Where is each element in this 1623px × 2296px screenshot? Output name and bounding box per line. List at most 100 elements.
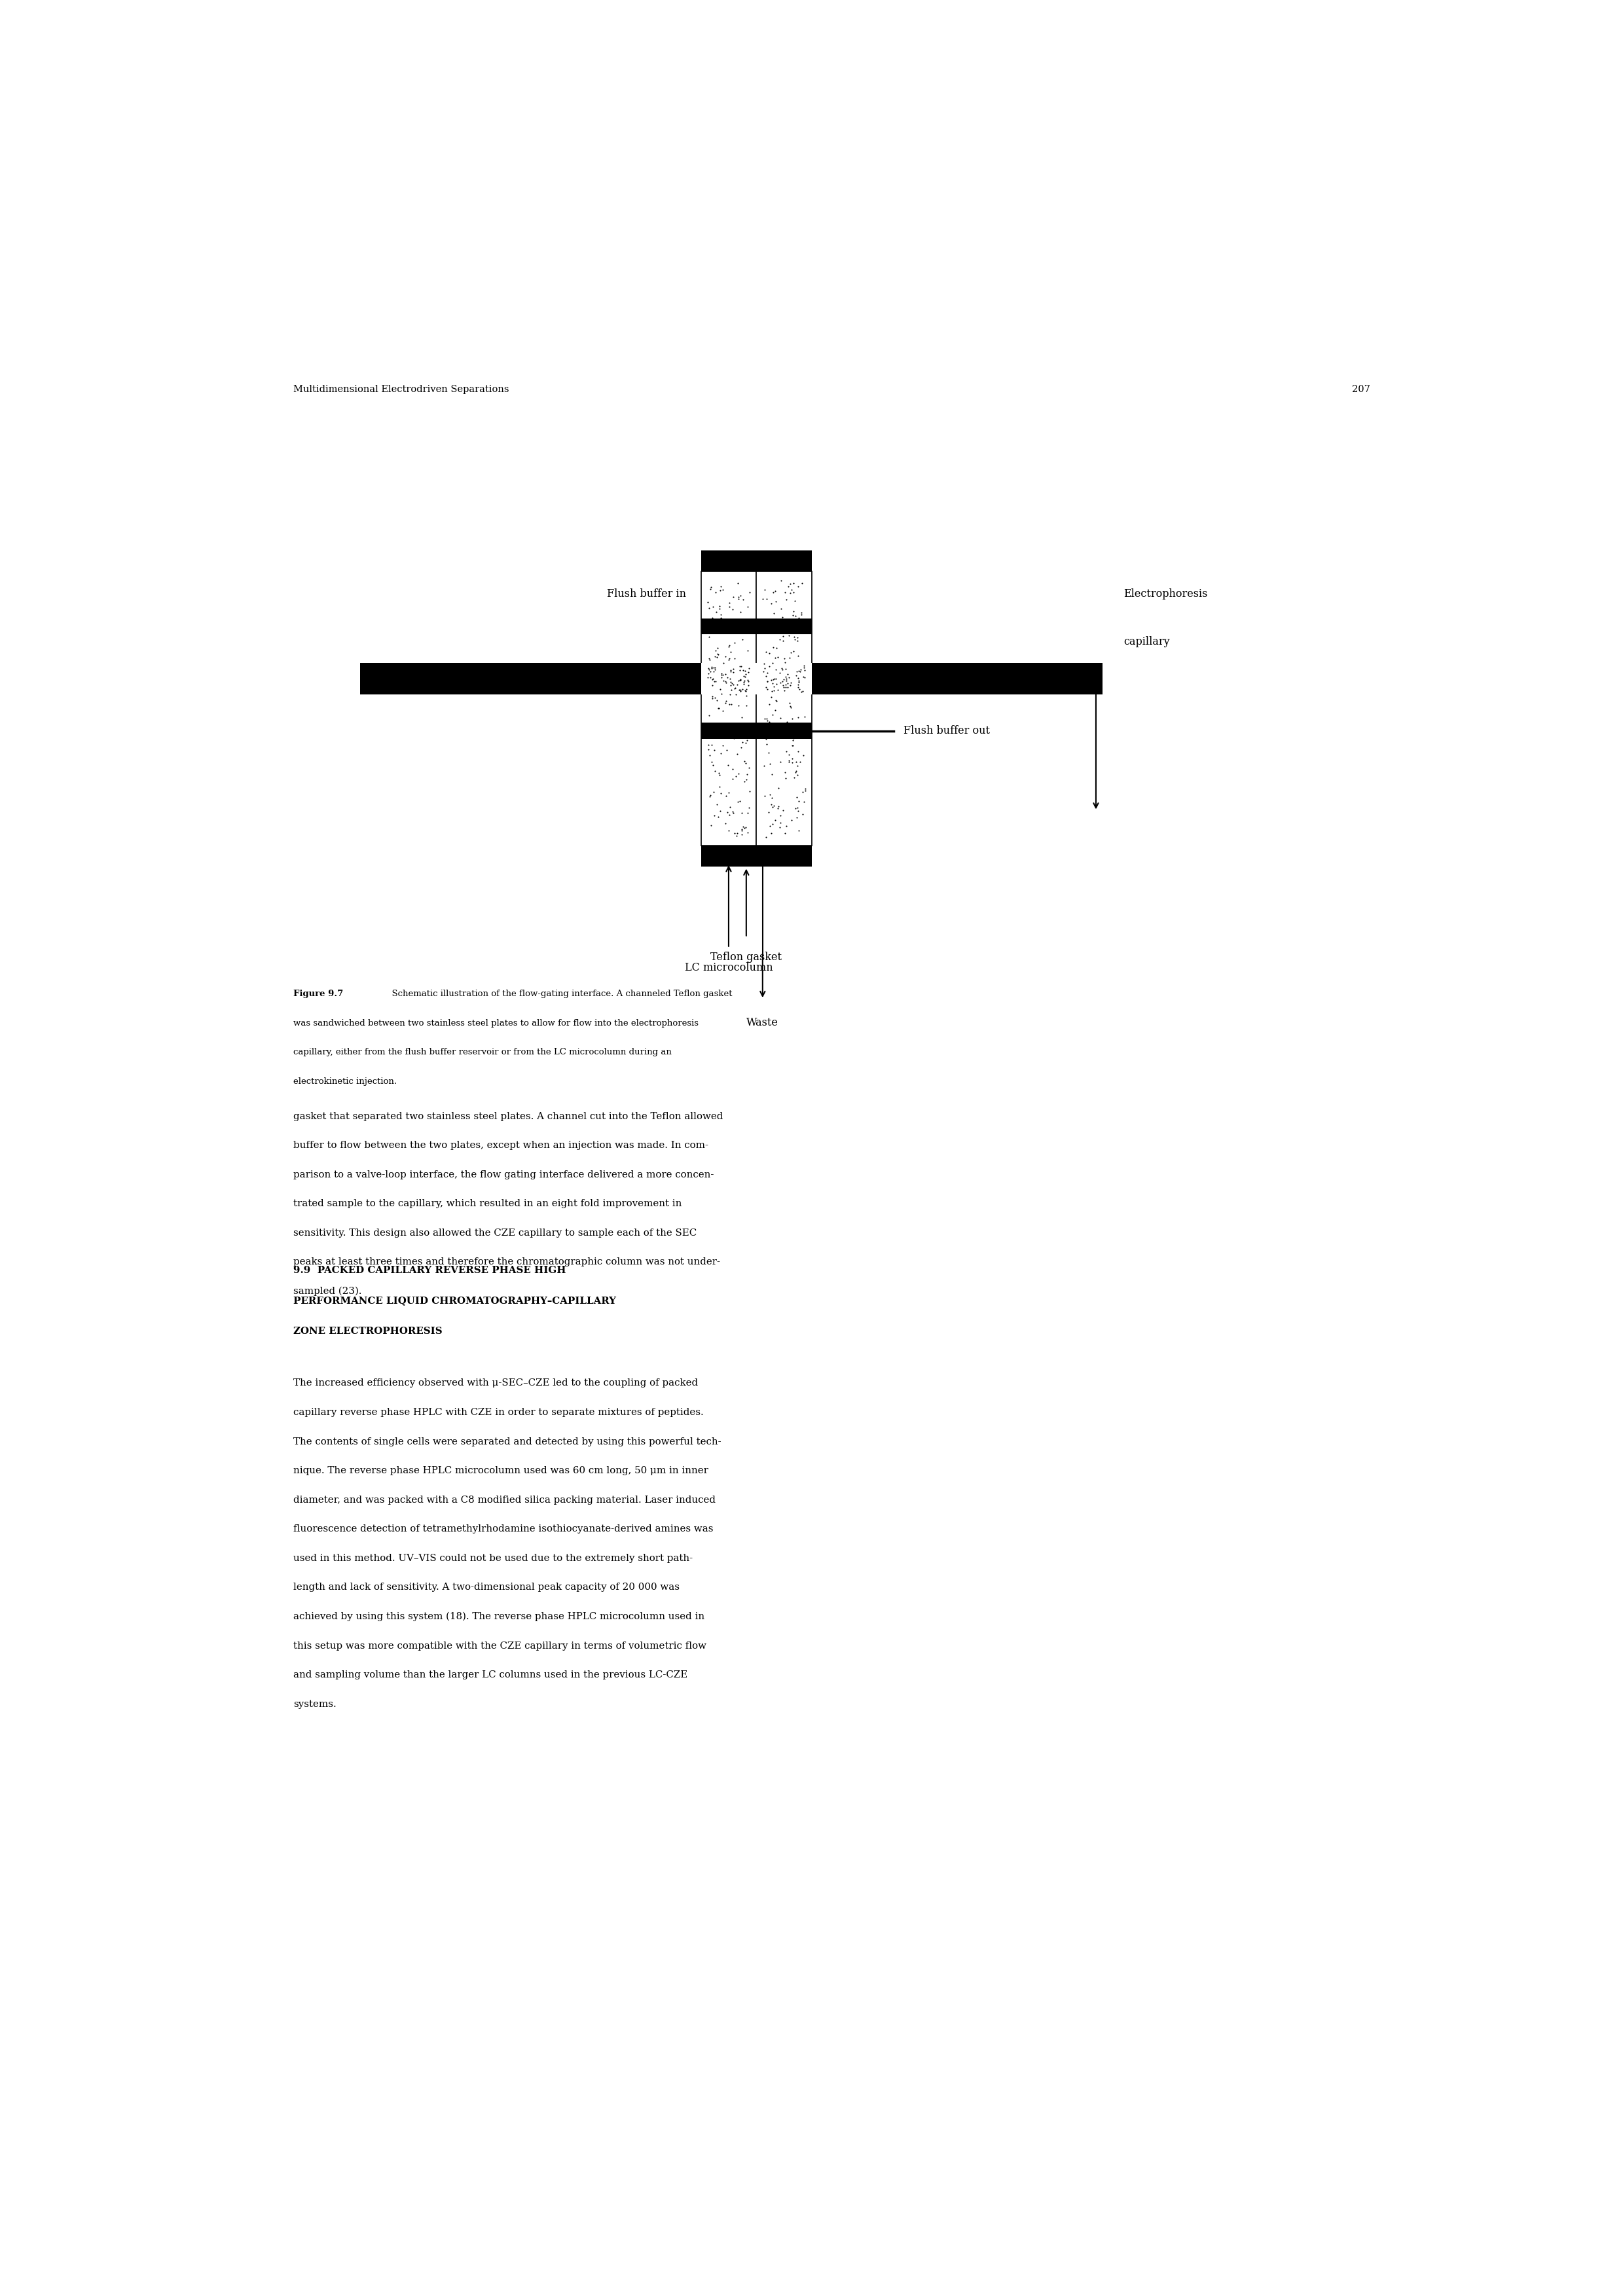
Point xyxy=(727,673,753,709)
Point xyxy=(777,689,803,726)
Point xyxy=(706,689,732,726)
Text: capillary reverse phase HPLC with CZE in order to separate mixtures of peptides.: capillary reverse phase HPLC with CZE in… xyxy=(294,1407,704,1417)
Point xyxy=(708,597,734,634)
Point xyxy=(784,657,810,693)
Bar xyxy=(360,664,1102,693)
Point xyxy=(784,755,810,792)
Point xyxy=(704,629,730,666)
Point xyxy=(735,705,761,742)
Point xyxy=(696,650,722,687)
Point xyxy=(709,654,735,691)
Point xyxy=(786,732,812,769)
Point xyxy=(789,565,815,602)
Point xyxy=(777,689,803,726)
Point xyxy=(716,746,742,783)
Point xyxy=(751,748,777,785)
Point xyxy=(792,647,818,684)
Point xyxy=(768,797,794,833)
Point xyxy=(711,661,737,698)
Point xyxy=(719,687,745,723)
Point xyxy=(756,735,782,771)
Point xyxy=(753,817,779,854)
Point xyxy=(722,758,748,794)
Point xyxy=(735,664,761,700)
Point xyxy=(729,815,755,852)
Point xyxy=(786,664,812,700)
Point xyxy=(763,574,789,611)
Point xyxy=(708,776,734,813)
Point xyxy=(750,581,776,618)
Point xyxy=(753,707,779,744)
Point xyxy=(735,631,761,668)
Point xyxy=(773,760,799,797)
Point xyxy=(784,744,810,781)
Point xyxy=(700,650,725,687)
Point xyxy=(732,808,758,845)
Point xyxy=(730,664,756,700)
Point xyxy=(776,618,802,654)
Point xyxy=(724,815,750,852)
Text: 9.9  PACKED CAPILLARY REVERSE PHASE HIGH: 9.9 PACKED CAPILLARY REVERSE PHASE HIGH xyxy=(294,1265,566,1274)
Point xyxy=(756,808,782,845)
Point xyxy=(712,684,738,721)
Point xyxy=(709,615,735,652)
Point xyxy=(734,760,760,797)
Point xyxy=(701,652,727,689)
Point xyxy=(737,774,763,810)
Point xyxy=(786,652,812,689)
Point xyxy=(725,581,751,618)
Point xyxy=(730,581,756,618)
Point xyxy=(751,572,777,608)
Point xyxy=(703,650,729,687)
Point xyxy=(717,652,743,689)
Point xyxy=(777,602,803,638)
Bar xyxy=(701,572,756,845)
Point xyxy=(774,668,800,705)
Point xyxy=(755,714,781,751)
Point xyxy=(768,590,794,627)
Point xyxy=(781,592,807,629)
Point xyxy=(732,661,758,698)
Point xyxy=(776,567,802,604)
Point xyxy=(753,606,779,643)
Point xyxy=(771,709,797,746)
Point xyxy=(756,634,782,670)
Text: 207: 207 xyxy=(1352,386,1370,395)
Point xyxy=(732,673,758,709)
Point xyxy=(782,583,808,620)
Point xyxy=(730,657,756,693)
Point xyxy=(781,634,807,670)
Point xyxy=(756,687,782,723)
Point xyxy=(714,659,740,696)
Point xyxy=(786,599,812,636)
Point xyxy=(761,595,787,631)
Point xyxy=(716,588,742,625)
Point xyxy=(735,650,761,687)
Point xyxy=(789,673,815,709)
Point xyxy=(773,659,799,696)
Point xyxy=(760,629,786,666)
Point xyxy=(734,677,760,714)
Point xyxy=(700,677,725,714)
Point xyxy=(755,664,781,700)
Point xyxy=(790,737,816,774)
Point xyxy=(701,650,727,687)
Point xyxy=(696,611,722,647)
Point xyxy=(734,670,760,707)
Point xyxy=(716,629,742,666)
Point xyxy=(734,687,760,723)
Point xyxy=(727,647,753,684)
Text: and sampling volume than the larger LC columns used in the previous LC-CZE: and sampling volume than the larger LC c… xyxy=(294,1671,688,1681)
Point xyxy=(774,657,800,693)
Point xyxy=(725,755,751,792)
Point xyxy=(769,650,795,687)
Text: peaks at least three times and therefore the chromatographic column was not unde: peaks at least three times and therefore… xyxy=(294,1258,721,1267)
Point xyxy=(721,760,747,797)
Point xyxy=(704,682,730,719)
Point xyxy=(777,574,803,611)
Point xyxy=(721,751,747,788)
Point xyxy=(735,815,761,852)
Point xyxy=(729,813,755,850)
Text: fluorescence detection of tetramethylrhodamine isothiocyanate-derived amines was: fluorescence detection of tetramethylrho… xyxy=(294,1525,714,1534)
Point xyxy=(725,687,751,723)
